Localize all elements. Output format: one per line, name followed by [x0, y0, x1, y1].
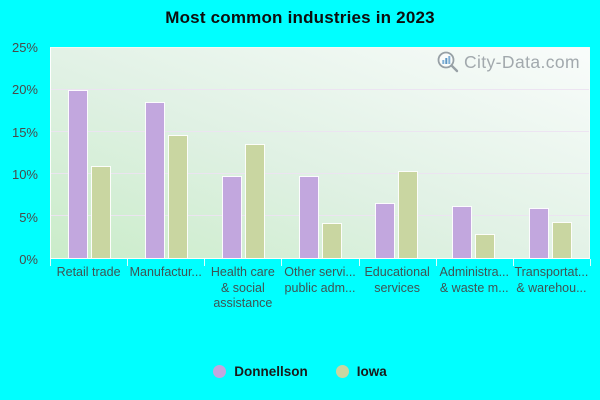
legend-label: Donnellson: [234, 364, 308, 379]
bar-iowa-3: [321, 222, 342, 258]
x-axis-tick-5: [435, 259, 437, 266]
legend-dot-icon: [213, 365, 227, 378]
x-label-line: Transportat...: [514, 265, 589, 279]
x-axis-tick-6: [512, 259, 514, 266]
bar-group-6: [512, 48, 589, 258]
x-label-line: Manufactur...: [129, 265, 202, 279]
bar-iowa-0: [90, 166, 111, 258]
x-label-4: Educational services: [359, 265, 436, 312]
x-label-line: Health care: [210, 265, 275, 279]
bars-row: [51, 48, 589, 258]
x-label-5: Administra... & waste m...: [436, 265, 513, 312]
bar-iowa-5: [475, 234, 496, 258]
x-label-line: & waste m...: [439, 280, 509, 295]
bar-donnellson-4: [375, 203, 396, 258]
gridline-10pct: [51, 173, 589, 174]
y-axis: 0% 5% 10% 15% 20% 25%: [0, 0, 41, 400]
bar-donnellson-1: [144, 101, 165, 258]
y-tick-label-25: 25%: [11, 40, 38, 55]
x-axis-tick-2: [204, 259, 206, 266]
watermark-text: City-Data.com: [463, 51, 580, 72]
x-label-line: Retail trade: [56, 265, 121, 279]
bar-iowa-2: [244, 143, 265, 258]
x-label-3: Other servi... public adm...: [281, 265, 358, 312]
y-tick-label-10: 10%: [11, 167, 38, 183]
y-tick-label-0: 0%: [19, 252, 38, 267]
x-label-line: Other servi...: [284, 265, 356, 279]
y-tick-label-20: 20%: [11, 82, 38, 98]
x-label-2: Health care & social assistance: [204, 265, 281, 312]
chart-title: Most common industries in 2023: [165, 8, 435, 27]
y-tick-label-15: 15%: [11, 124, 38, 140]
bar-group-4: [358, 48, 435, 258]
bar-group-5: [435, 48, 512, 258]
y-tick-label-5: 5%: [19, 209, 38, 225]
x-label-1: Manufactur...: [127, 265, 204, 312]
x-axis-tick-0: [50, 259, 51, 266]
legend: Donnellson Iowa: [0, 364, 600, 379]
x-axis-labels: Retail trade Manufactur... Health care & so…: [50, 265, 590, 312]
x-axis-tick-1: [127, 259, 129, 266]
x-axis-tick-3: [281, 259, 283, 266]
bar-group-2: [205, 48, 282, 258]
gridline-5pct: [51, 215, 589, 216]
x-label-line: & warehou...: [516, 280, 587, 295]
bar-iowa-6: [552, 221, 573, 258]
bar-donnellson-5: [452, 205, 473, 258]
x-label-line: Educational: [364, 265, 430, 279]
x-label-0: Retail trade: [50, 265, 127, 312]
legend-item-iowa: Iowa: [335, 364, 387, 379]
legend-label: Iowa: [356, 364, 387, 379]
gridline-20pct: [51, 89, 589, 90]
bar-group-0: [51, 48, 128, 258]
bar-iowa-4: [398, 170, 419, 258]
bar-group-3: [282, 48, 359, 258]
watermark: City-Data.com: [436, 50, 580, 74]
x-label-line: & social: [220, 280, 265, 295]
magnifier-chart-icon: [436, 50, 460, 74]
bar-donnellson-0: [67, 90, 88, 258]
bar-donnellson-2: [221, 175, 242, 258]
bar-group-1: [128, 48, 205, 258]
legend-dot-icon: [335, 365, 349, 378]
x-label-line: Administra...: [439, 265, 509, 279]
x-axis-tick-7: [590, 259, 591, 266]
x-label-line: assistance: [213, 296, 273, 310]
plot-area: [50, 47, 590, 259]
x-axis-tick-4: [358, 259, 360, 266]
bar-donnellson-6: [529, 208, 550, 258]
bar-iowa-1: [167, 134, 188, 258]
x-label-6: Transportat... & warehou...: [513, 265, 590, 312]
bar-donnellson-3: [298, 175, 319, 258]
x-label-line: public adm...: [284, 280, 356, 295]
x-label-line: services: [374, 280, 421, 295]
legend-item-donnellson: Donnellson: [213, 364, 308, 379]
gridline-15pct: [51, 131, 589, 132]
